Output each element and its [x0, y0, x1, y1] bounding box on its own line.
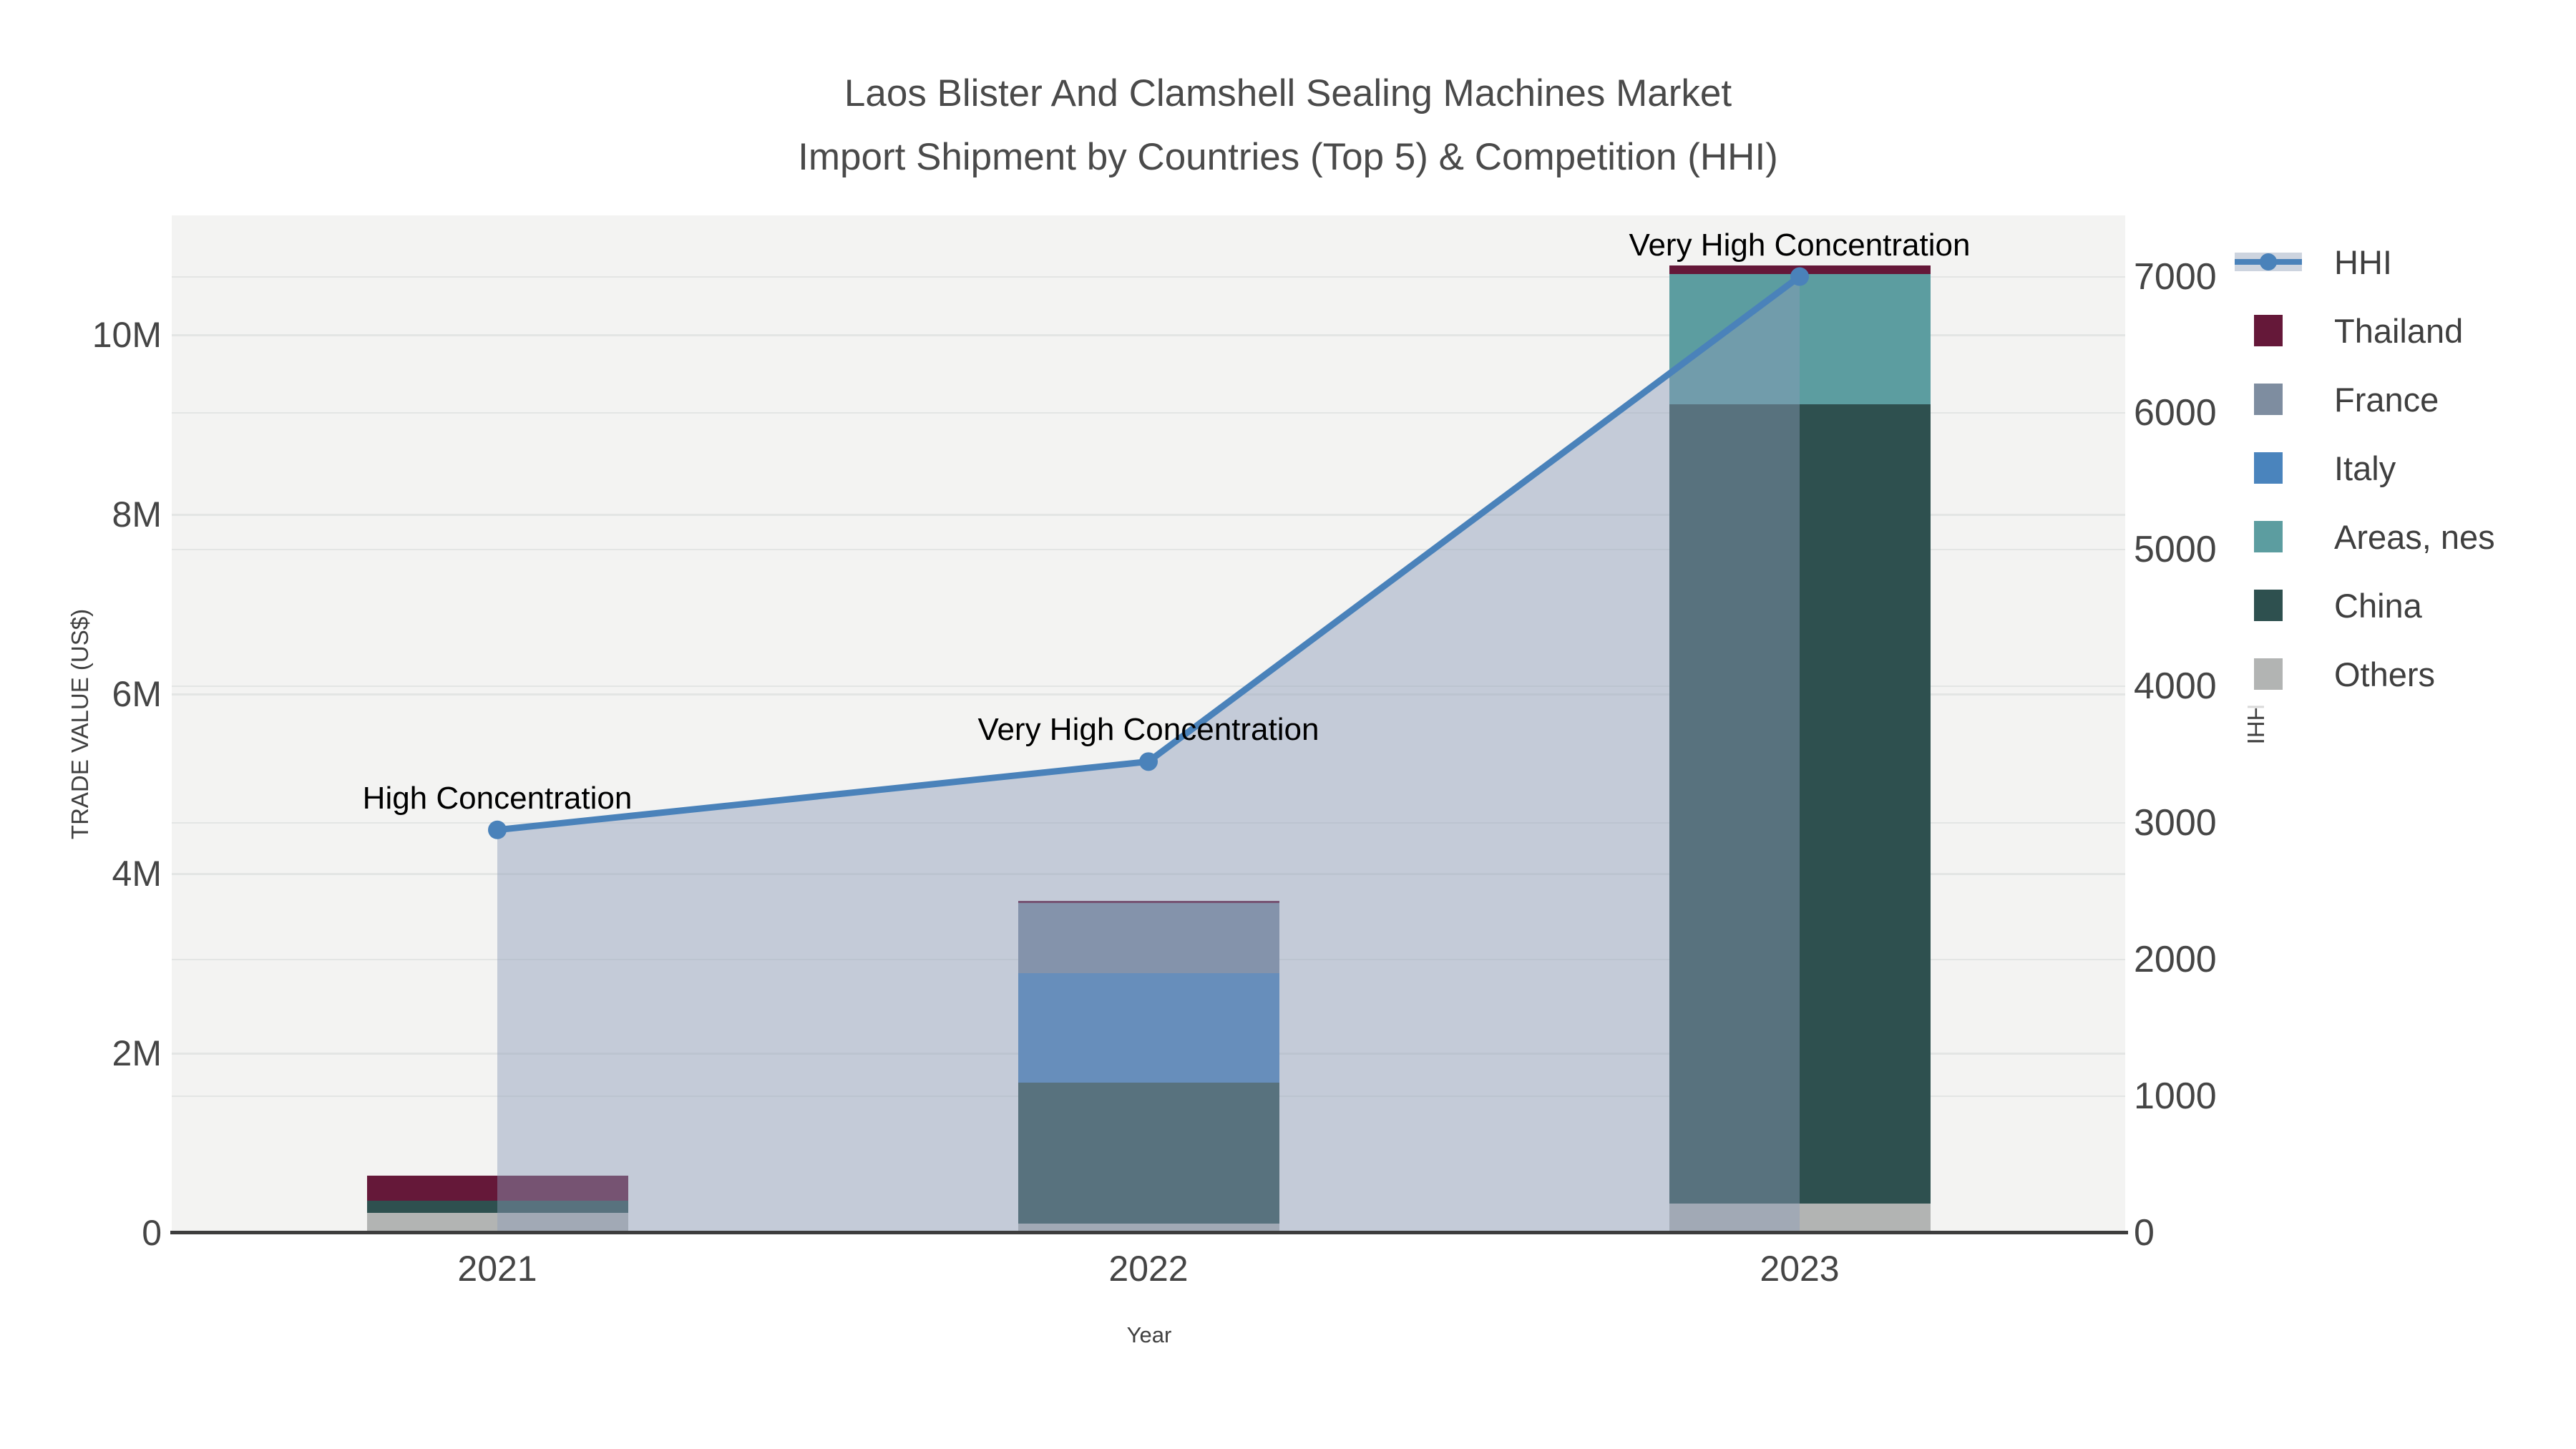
bar-2023-others [1669, 1203, 1931, 1233]
y-right-tick-4000: 4000 [2134, 665, 2217, 708]
legend-item-areas-nes: Areas, nes [2215, 502, 2559, 571]
y-right-tick-1000: 1000 [2134, 1075, 2217, 1118]
annotation-2023: Very High Concentration [1629, 227, 1971, 263]
legend-swatch-icon [2254, 452, 2283, 484]
legend-swatch-icon [2254, 315, 2283, 346]
gridline-right-3000 [172, 822, 2125, 824]
legend-item-others: Others [2215, 640, 2559, 708]
hhi-marker-2022 [1139, 752, 1158, 771]
bar-2022-others [1018, 1223, 1279, 1233]
x-axis-title: Year [1126, 1322, 1172, 1347]
legend-label: HHI [2334, 243, 2392, 281]
y-right-tick-5000: 5000 [2134, 529, 2217, 571]
y-left-tick-10M: 10M [92, 314, 162, 355]
legend-item-thailand: Thailand [2215, 296, 2559, 365]
hhi-area-fill [497, 276, 1800, 1233]
bar-2022-france [1018, 902, 1279, 973]
bar-2021-others [366, 1213, 628, 1233]
legend-swatch-icon [2254, 658, 2283, 690]
gridline-left-6M [172, 693, 2125, 696]
legend-sample [2234, 384, 2303, 415]
y-right-tick-2000: 2000 [2134, 939, 2217, 981]
hhi-legend-marker-icon [2260, 253, 2277, 270]
legend-label: Thailand [2334, 311, 2464, 350]
x-tick-2023: 2023 [1760, 1249, 1840, 1289]
legend-item-france: France [2215, 365, 2559, 434]
legend-swatch-icon [2254, 521, 2283, 552]
annotation-2021: High Concentration [362, 780, 633, 816]
hhi-marker-2021 [488, 820, 507, 839]
bar-2022-thailand [1018, 900, 1279, 903]
x-tick-2022: 2022 [1108, 1249, 1189, 1289]
legend-swatch-icon [2254, 590, 2283, 621]
legend-item-italy: Italy [2215, 434, 2559, 502]
hhi-legend-band-icon [2235, 253, 2302, 271]
gridline-left-4M [172, 872, 2125, 875]
y-right-tick-0: 0 [2134, 1212, 2155, 1254]
y-left-tick-2M: 2M [112, 1033, 162, 1073]
legend-item-china: China [2215, 571, 2559, 640]
legend-label: Others [2334, 655, 2436, 693]
legend-sample [2234, 452, 2303, 484]
chart-title: Laos Blister And Clamshell Sealing Machi… [0, 62, 2576, 189]
plot-area [172, 215, 2125, 1233]
gridline-right-7000 [172, 275, 2125, 278]
gridline-right-5000 [172, 549, 2125, 551]
legend-sample [2234, 315, 2303, 346]
hhi-marker-2023 [1790, 267, 1809, 286]
legend-label: Italy [2334, 449, 2396, 487]
legend-swatch-icon [2254, 384, 2283, 415]
legend: HHI Thailand France Italy Areas, nes China Oth… [2215, 228, 2559, 708]
legend-sample [2234, 658, 2303, 690]
y-right-tick-7000: 7000 [2134, 255, 2217, 298]
y-left-tick-0: 0 [142, 1213, 162, 1253]
gridline-right-4000 [172, 686, 2125, 688]
bar-2021-china [366, 1201, 628, 1214]
gridline-left-10M [172, 333, 2125, 336]
y-right-tick-6000: 6000 [2134, 392, 2217, 434]
legend-label: China [2334, 586, 2422, 625]
y-left-tick-8M: 8M [112, 494, 162, 535]
gridline-right-6000 [172, 412, 2125, 414]
annotation-2022: Very High Concentration [977, 712, 1319, 748]
y-left-axis-title: TRADE VALUE (US$) [67, 608, 93, 840]
bar-2022-italy [1018, 972, 1279, 1083]
legend-sample [2234, 590, 2303, 621]
gridline-left-8M [172, 513, 2125, 516]
y-right-axis-title: HHI [2243, 703, 2269, 745]
chart-title-line1: Laos Blister And Clamshell Sealing Machi… [844, 72, 1732, 114]
hhi-line-layer [488, 267, 1809, 1233]
x-tick-2021: 2021 [457, 1249, 537, 1289]
legend-label: Areas, nes [2334, 517, 2495, 556]
bar-2022-china [1018, 1082, 1279, 1224]
legend-item-hhi: HHI [2215, 228, 2559, 296]
x-axis-line [170, 1231, 2128, 1234]
chart-title-line2: Import Shipment by Countries (Top 5) & C… [798, 136, 1778, 178]
legend-sample [2234, 253, 2303, 271]
legend-sample [2234, 521, 2303, 552]
y-right-tick-3000: 3000 [2134, 802, 2217, 844]
legend-label: France [2334, 380, 2439, 419]
y-left-tick-4M: 4M [112, 853, 162, 894]
bar-2021-thailand [366, 1176, 628, 1201]
bar-2023-china [1669, 404, 1931, 1204]
y-left-tick-6M: 6M [112, 673, 162, 714]
